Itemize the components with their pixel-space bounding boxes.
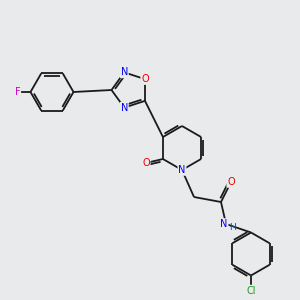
Text: N: N: [121, 68, 128, 77]
Text: N: N: [121, 103, 128, 112]
Text: O: O: [227, 177, 235, 187]
Text: O: O: [142, 158, 150, 168]
Text: O: O: [141, 74, 149, 84]
Text: Cl: Cl: [246, 286, 256, 296]
Text: N: N: [220, 219, 228, 229]
Text: H: H: [230, 223, 236, 232]
Text: F: F: [15, 87, 20, 97]
Text: N: N: [178, 165, 186, 175]
